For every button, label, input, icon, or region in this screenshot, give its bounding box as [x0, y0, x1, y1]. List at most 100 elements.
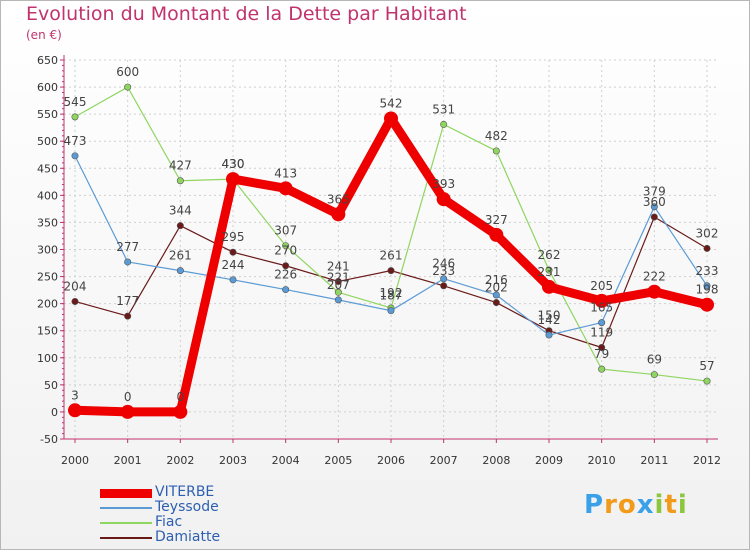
- data-point: [229, 248, 237, 256]
- data-label: 365: [327, 192, 350, 206]
- data-label: 413: [274, 166, 297, 180]
- data-label: 177: [116, 294, 139, 308]
- data-point: [440, 120, 448, 128]
- data-label: 192: [380, 286, 403, 300]
- data-point: [71, 113, 79, 121]
- y-tick-label: 0: [51, 406, 58, 419]
- data-point: [226, 172, 240, 187]
- logo-letter: x: [636, 490, 655, 520]
- y-tick-label: 500: [37, 135, 58, 148]
- logo-letter: i: [654, 490, 665, 520]
- data-point: [598, 343, 606, 351]
- data-point: [650, 371, 658, 379]
- data-point: [598, 365, 606, 373]
- logo-letter: o: [617, 490, 637, 520]
- legend-swatch: [100, 537, 152, 539]
- data-label: 430: [222, 157, 245, 171]
- data-point: [278, 181, 293, 196]
- data-point: [492, 291, 500, 299]
- data-label: 198: [696, 283, 719, 297]
- data-label: 261: [380, 249, 403, 263]
- legend-swatch: [100, 522, 152, 524]
- x-tick-label: 2005: [324, 454, 352, 467]
- data-point: [176, 222, 184, 230]
- data-point: [650, 213, 658, 221]
- data-point: [647, 284, 662, 299]
- x-tick-label: 2010: [588, 454, 616, 467]
- data-label: 57: [699, 359, 714, 373]
- data-label: 241: [327, 259, 350, 273]
- data-label: 531: [432, 102, 455, 116]
- logo-letter: t: [664, 490, 678, 520]
- data-label: 600: [116, 65, 139, 79]
- data-point: [598, 319, 606, 327]
- data-label: 3: [71, 388, 79, 402]
- data-label: 244: [222, 258, 245, 272]
- data-label: 0: [177, 390, 185, 404]
- data-label: 202: [485, 281, 508, 295]
- y-tick-label: 50: [44, 379, 58, 392]
- data-label: 473: [64, 134, 87, 148]
- data-point: [176, 267, 184, 275]
- data-label: 545: [64, 95, 87, 109]
- data-point: [124, 83, 132, 91]
- data-label: 542: [380, 96, 403, 110]
- x-tick-label: 2004: [272, 454, 300, 467]
- data-point: [120, 404, 135, 419]
- data-point: [387, 307, 395, 315]
- data-label: 221: [327, 270, 350, 284]
- data-point: [387, 267, 395, 275]
- data-point: [440, 275, 448, 283]
- data-label: 204: [64, 279, 87, 293]
- data-point: [545, 331, 553, 339]
- y-tick-label: 150: [37, 325, 58, 338]
- data-point: [492, 147, 500, 155]
- x-tick-label: 2001: [114, 454, 142, 467]
- legend-label: Fiac: [155, 514, 183, 530]
- x-tick-label: 2011: [640, 454, 668, 467]
- y-tick-label: 550: [37, 108, 58, 121]
- y-tick-label: 350: [37, 216, 58, 229]
- data-label: 262: [538, 248, 561, 262]
- data-label: 222: [643, 270, 666, 284]
- chart-title: Evolution du Montant de la Dette par Hab…: [26, 3, 467, 25]
- data-point: [229, 276, 237, 284]
- legend-swatch: [100, 489, 152, 498]
- data-label: 142: [538, 313, 561, 327]
- legend-label: VITERBE: [155, 484, 215, 500]
- data-label: 226: [274, 268, 297, 282]
- data-label: 327: [485, 213, 508, 227]
- data-point: [703, 377, 711, 385]
- data-label: 119: [590, 325, 613, 339]
- data-point: [71, 152, 79, 160]
- data-point: [703, 244, 711, 252]
- legend-label: Damiatte: [155, 529, 221, 545]
- data-label: 270: [274, 244, 297, 258]
- x-tick-label: 2007: [430, 454, 458, 467]
- data-point: [545, 266, 553, 274]
- data-label: 482: [485, 129, 508, 143]
- data-label: 261: [169, 249, 192, 263]
- data-label: 233: [696, 264, 719, 278]
- data-label: 277: [116, 240, 139, 254]
- data-label: 430: [222, 157, 245, 171]
- data-point: [594, 293, 609, 308]
- data-point: [436, 192, 451, 207]
- data-point: [282, 242, 290, 250]
- data-point: [68, 403, 82, 418]
- data-point: [440, 282, 448, 290]
- data-point: [334, 288, 342, 296]
- data-point: [334, 277, 342, 285]
- data-label: 295: [222, 230, 245, 244]
- data-label: 0: [124, 390, 132, 404]
- data-point: [334, 296, 342, 304]
- legend-label: Teyssode: [155, 499, 219, 515]
- logo-letter: i: [677, 490, 688, 520]
- data-point: [492, 299, 500, 307]
- x-tick-label: 2002: [166, 454, 194, 467]
- chart-subtitle: (en €): [26, 28, 62, 42]
- x-tick-label: 2009: [535, 454, 563, 467]
- data-point: [282, 262, 290, 270]
- data-point: [331, 207, 346, 222]
